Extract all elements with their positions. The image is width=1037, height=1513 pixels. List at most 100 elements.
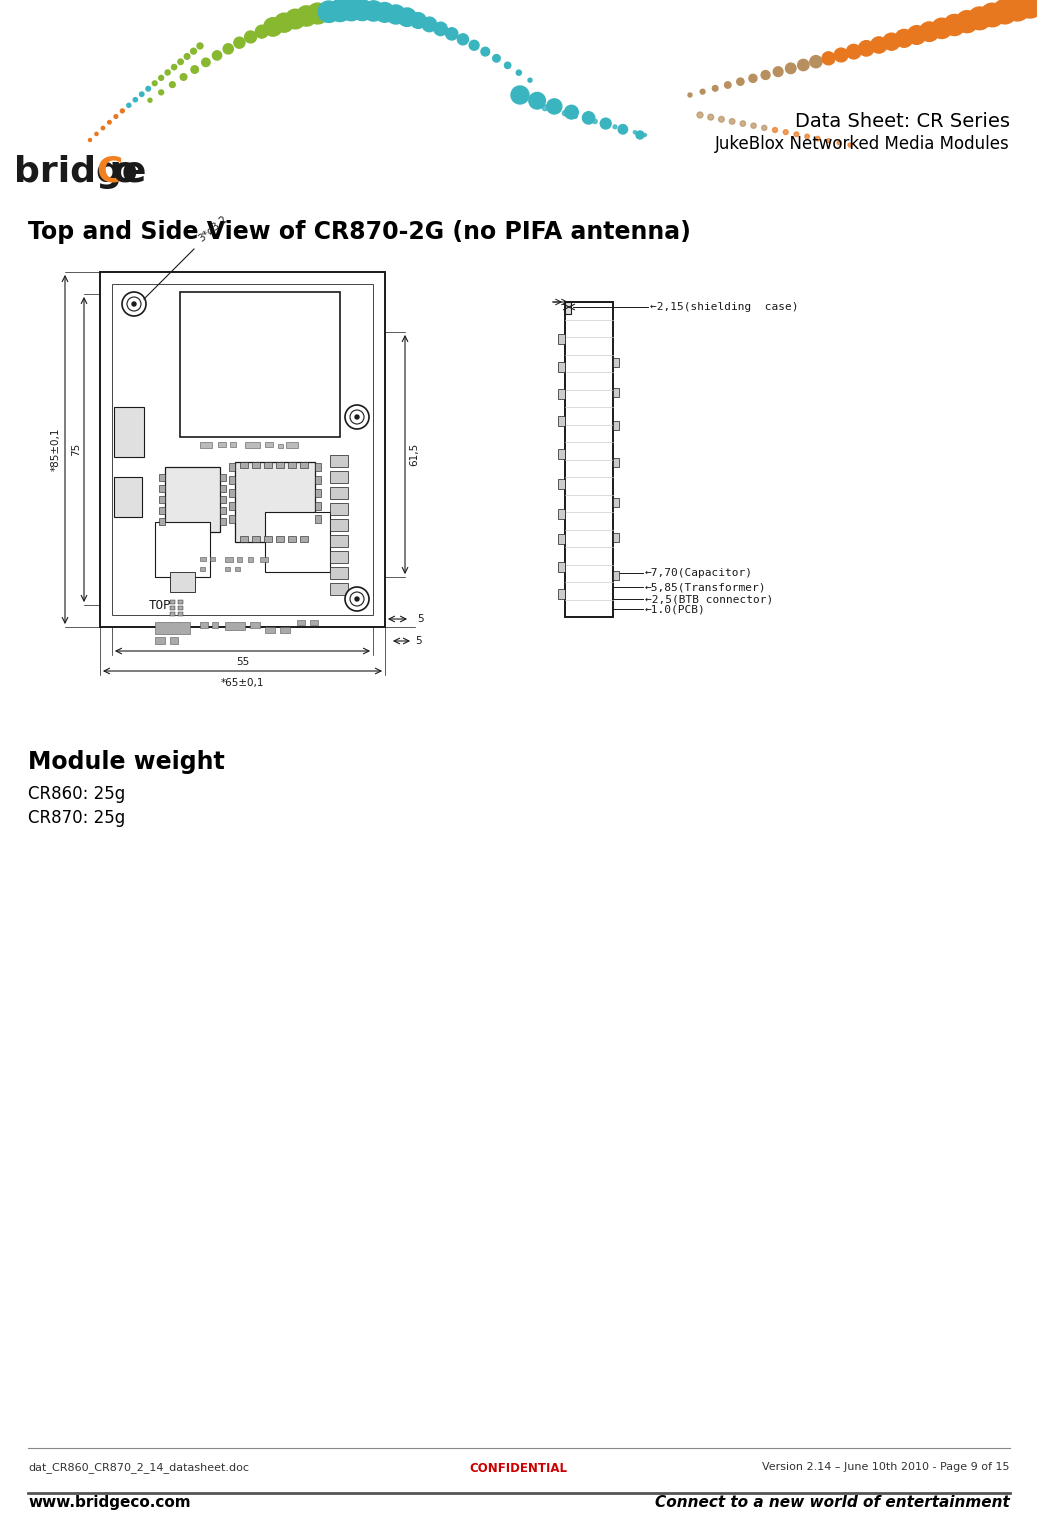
Circle shape <box>712 86 718 91</box>
Circle shape <box>797 59 809 71</box>
Circle shape <box>102 127 105 130</box>
Text: www.bridgeco.com: www.bridgeco.com <box>28 1495 191 1510</box>
Text: CONFIDENTIAL: CONFIDENTIAL <box>469 1462 567 1475</box>
Circle shape <box>688 92 692 97</box>
Circle shape <box>882 33 900 50</box>
Bar <box>310 620 318 625</box>
Bar <box>276 536 284 542</box>
Bar <box>330 502 348 514</box>
Bar <box>558 416 565 427</box>
Bar <box>330 567 348 579</box>
Circle shape <box>528 79 532 82</box>
Circle shape <box>159 76 164 80</box>
Circle shape <box>871 36 887 53</box>
Circle shape <box>848 144 852 147</box>
Bar <box>159 496 165 502</box>
Bar <box>114 477 142 517</box>
Bar <box>613 498 619 507</box>
Circle shape <box>148 98 152 103</box>
Bar <box>155 622 190 634</box>
Circle shape <box>736 79 744 85</box>
Circle shape <box>108 121 111 124</box>
Circle shape <box>992 0 1017 24</box>
Circle shape <box>197 42 203 48</box>
Circle shape <box>822 51 835 65</box>
Bar <box>170 637 178 645</box>
Bar <box>300 536 308 542</box>
Bar <box>315 489 321 496</box>
Bar <box>248 557 253 561</box>
Circle shape <box>297 6 316 26</box>
Circle shape <box>165 70 170 76</box>
Bar <box>235 567 240 570</box>
Circle shape <box>457 33 469 45</box>
Text: 55: 55 <box>235 657 249 667</box>
Circle shape <box>613 126 617 129</box>
Circle shape <box>201 57 211 67</box>
Circle shape <box>708 113 713 120</box>
Bar <box>240 536 248 542</box>
Circle shape <box>931 18 952 38</box>
Bar <box>330 536 348 548</box>
Circle shape <box>837 141 841 145</box>
Circle shape <box>352 0 372 21</box>
Text: C: C <box>96 154 122 189</box>
Bar <box>613 387 619 396</box>
Bar <box>220 507 226 514</box>
Bar <box>225 622 245 629</box>
Circle shape <box>469 41 479 50</box>
Text: Connect to a new world of entertainment: Connect to a new world of entertainment <box>655 1495 1010 1510</box>
Circle shape <box>178 59 184 65</box>
Circle shape <box>375 3 394 23</box>
Circle shape <box>783 130 788 135</box>
Circle shape <box>245 30 256 42</box>
Text: 3*ø3,2: 3*ø3,2 <box>196 213 229 244</box>
Circle shape <box>751 123 756 129</box>
Circle shape <box>127 103 131 107</box>
Bar <box>558 389 565 399</box>
Bar <box>260 557 268 561</box>
Circle shape <box>140 92 144 97</box>
Bar <box>330 471 348 483</box>
Bar <box>159 474 165 481</box>
Circle shape <box>634 130 637 135</box>
Bar <box>114 407 144 457</box>
Circle shape <box>773 127 778 133</box>
Bar <box>315 514 321 523</box>
Bar <box>330 551 348 563</box>
Circle shape <box>542 104 548 110</box>
Bar <box>286 442 298 448</box>
Bar <box>220 486 226 492</box>
Bar <box>240 461 248 468</box>
Bar <box>558 508 565 519</box>
Bar <box>315 463 321 471</box>
Circle shape <box>191 65 198 73</box>
Bar <box>565 303 571 315</box>
Bar <box>178 607 183 610</box>
Circle shape <box>351 592 364 607</box>
Circle shape <box>749 74 757 82</box>
Bar <box>264 461 272 468</box>
Bar <box>230 442 236 446</box>
Circle shape <box>185 53 190 59</box>
Bar <box>165 468 220 533</box>
Bar <box>211 557 215 561</box>
Circle shape <box>132 303 136 306</box>
Bar <box>265 626 275 632</box>
Circle shape <box>398 8 416 26</box>
Circle shape <box>816 136 820 141</box>
Bar <box>159 507 165 514</box>
Circle shape <box>826 139 831 142</box>
Bar <box>200 567 205 570</box>
Circle shape <box>572 113 578 118</box>
Text: 75: 75 <box>71 443 81 455</box>
Bar <box>558 449 565 458</box>
Circle shape <box>774 67 783 77</box>
Bar <box>229 502 235 510</box>
Circle shape <box>234 38 245 48</box>
Bar <box>558 561 565 572</box>
Bar <box>288 536 296 542</box>
Text: TOP: TOP <box>148 599 171 611</box>
Circle shape <box>907 26 926 44</box>
Circle shape <box>169 82 175 88</box>
